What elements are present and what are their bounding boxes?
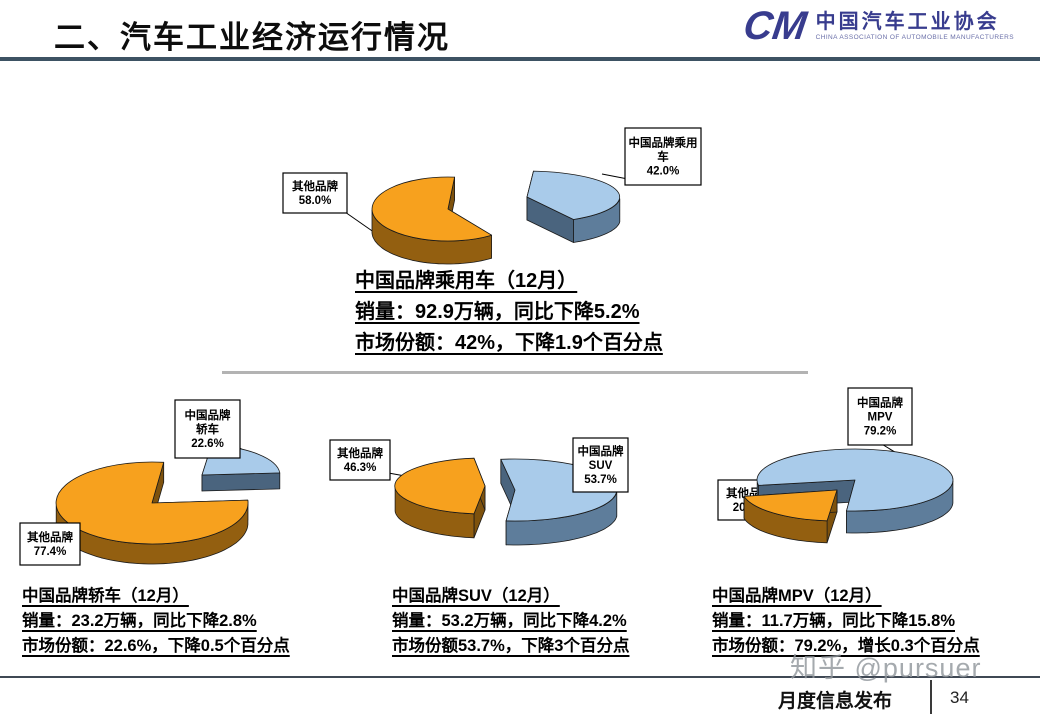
slice-label-text: 车 — [657, 150, 669, 164]
pie-slice-其他品牌-top-face — [743, 489, 838, 522]
section-divider — [222, 371, 808, 374]
logo-name-en: CHINA ASSOCIATION OF AUTOMOBILE MANUFACT… — [815, 34, 1014, 41]
pie-slice-中国品牌MPV-top-face — [756, 448, 954, 512]
pie-slice-其他品牌-top-face — [371, 176, 492, 242]
suv-detail: 中国品牌SUV（12月） 销量：53.2万辆，同比下降4.2% 市场份额53.7… — [392, 584, 629, 659]
mpv-detail: 中国品牌MPV（12月） 销量：11.7万辆，同比下降15.8% 市场份额：79… — [712, 584, 980, 659]
slice-label-text: 中国品牌乘用 — [629, 136, 698, 150]
caam-logo: CM 中国汽车工业协会 CHINA ASSOCIATION OF AUTOMOB… — [741, 4, 1014, 48]
slice-label-box — [624, 127, 702, 186]
passenger-car-summary: 中国品牌乘用车（12月） 销量：92.9万辆，同比下降5.2% 市场份额：42%… — [355, 266, 663, 359]
slice-label-text: 77.4% — [34, 546, 67, 558]
footer-label: 月度信息发布 — [778, 691, 893, 712]
slice-label-text: 79.2% — [864, 426, 897, 438]
summary-share: 市场份额：42%，下降1.9个百分点 — [355, 332, 663, 354]
footer-divider — [930, 680, 932, 714]
slice-label-text: MPV — [868, 412, 893, 424]
detail-share: 市场份额53.7%，下降3个百分点 — [392, 637, 630, 655]
slice-label-box — [174, 399, 241, 459]
pie-chart-passenger-car: 其他品牌 58.0% 中国品牌乘用车 42.0% — [282, 127, 702, 265]
slice-label-text: 22.6% — [191, 438, 224, 450]
slice-label-text: 中国品牌 — [185, 408, 231, 422]
sedan-detail: 中国品牌轿车（12月） 销量：23.2万辆，同比下降2.8% 市场份额：22.6… — [22, 584, 290, 659]
slice-label-text: 42.0% — [647, 166, 680, 178]
pie-slice-其他品牌-top-face — [55, 461, 249, 545]
watermark: 知乎 @pursuer — [790, 653, 982, 683]
slice-label-text: 其他品牌 — [27, 530, 73, 544]
slice-label-text: 轿车 — [196, 422, 219, 436]
detail-sales: 销量：11.7万辆，同比下降15.8% — [712, 612, 955, 630]
logo-name-cn: 中国汽车工业协会 — [815, 11, 1000, 33]
header-rule — [0, 57, 1040, 61]
detail-title: 中国品牌MPV（12月） — [712, 587, 882, 605]
detail-sales: 销量：53.2万辆，同比下降4.2% — [392, 612, 627, 630]
slice-label-box — [847, 387, 913, 446]
slice-label-text: 中国品牌 — [857, 396, 903, 410]
detail-sales: 销量：23.2万辆，同比下降2.8% — [22, 612, 257, 630]
slice-label-text: 46.3% — [344, 462, 377, 474]
slice-label-box — [19, 522, 81, 566]
pie-slice-中国品牌轿车-cut-face — [201, 472, 281, 492]
caam-logo-icon: CM — [741, 4, 810, 48]
slice-label-text: SUV — [589, 460, 613, 472]
detail-title: 中国品牌SUV（12月） — [392, 587, 560, 605]
detail-share: 市场份额：22.6%，下降0.5个百分点 — [22, 637, 290, 655]
slice-label-box — [329, 439, 391, 481]
page-title: 二、汽车工业经济运行情况 — [54, 20, 450, 55]
detail-title: 中国品牌轿车（12月） — [22, 587, 189, 605]
slice-label-box — [572, 437, 629, 493]
slice-label-text: 53.7% — [584, 474, 617, 486]
pie-slice-中国品牌乘用车-top-face — [526, 170, 621, 220]
slice-label-text: 中国品牌 — [578, 444, 624, 458]
slice-label-box — [282, 172, 348, 214]
summary-sales: 销量：92.9万辆，同比下降5.2% — [355, 301, 640, 323]
slice-label-text: 其他品牌 — [292, 179, 338, 193]
slice-label-text: 其他品牌 — [337, 446, 383, 460]
pie-chart-suv: 其他品牌 46.3% 中国品牌 SUV 53.7% — [329, 437, 629, 546]
pie-slice-其他品牌-top-face — [394, 457, 486, 515]
page-number: 34 — [950, 688, 969, 707]
pie-chart-sedan: 中国品牌轿车 22.6% 其他品牌 77.4% — [19, 399, 281, 566]
slice-label-text: 58.0% — [299, 195, 332, 207]
detail-share: 市场份额：79.2%，增长0.3个百分点 — [712, 637, 980, 655]
footer-rule — [0, 676, 1040, 678]
caam-logo-text: 中国汽车工业协会 CHINA ASSOCIATION OF AUTOMOBILE… — [816, 11, 1014, 41]
summary-title: 中国品牌乘用车（12月） — [355, 270, 578, 292]
